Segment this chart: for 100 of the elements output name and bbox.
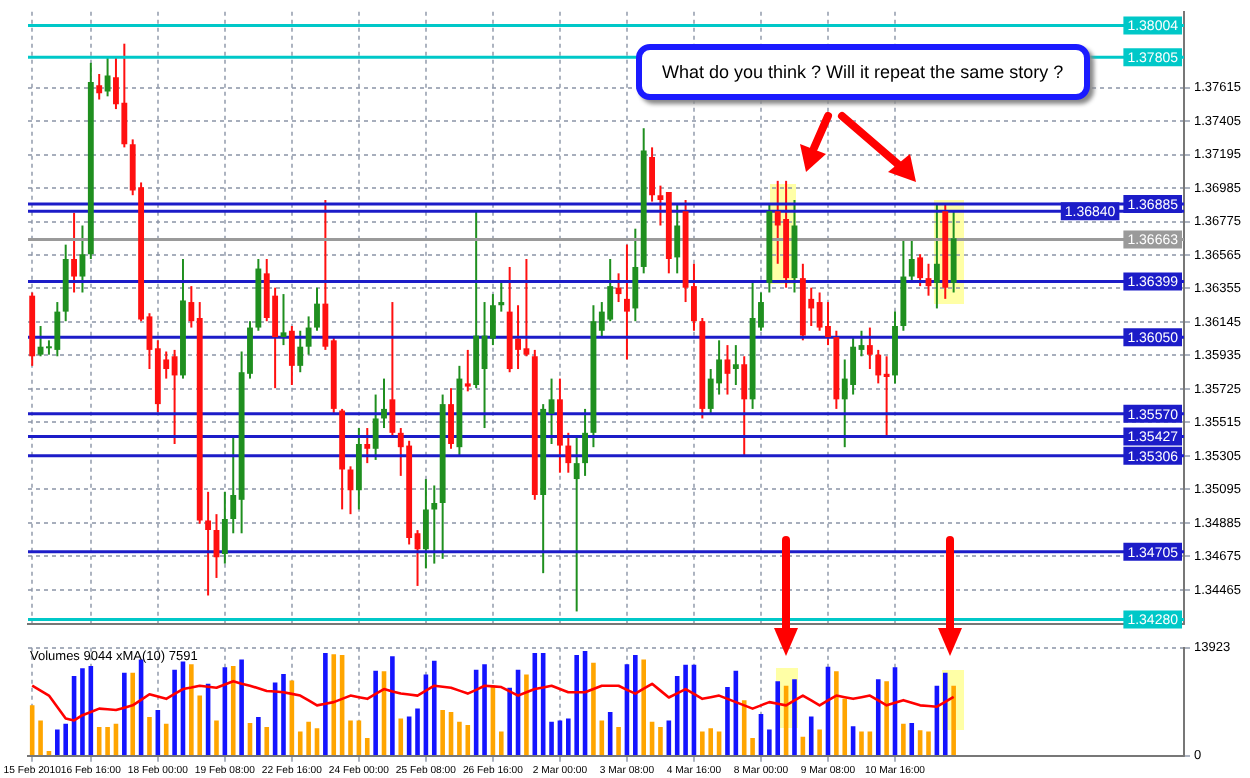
candlestick <box>624 243 630 361</box>
candlestick <box>825 301 831 347</box>
candlestick <box>464 348 471 393</box>
candlestick <box>314 286 320 332</box>
candlestick <box>96 73 103 101</box>
bar <box>926 731 931 756</box>
bar <box>96 727 102 756</box>
candlestick <box>171 348 178 445</box>
candlestick <box>582 407 588 477</box>
bar <box>457 721 462 756</box>
bar <box>498 731 504 756</box>
candlestick <box>632 227 639 323</box>
bar <box>574 654 579 756</box>
bar <box>792 679 797 756</box>
bar <box>281 673 286 756</box>
bar <box>641 659 646 756</box>
bar <box>189 664 194 756</box>
bar <box>264 727 270 756</box>
bar <box>130 672 136 756</box>
candlestick <box>422 478 429 570</box>
candlestick <box>557 377 563 474</box>
bar <box>239 659 244 756</box>
bar <box>415 708 420 756</box>
bar <box>306 721 311 756</box>
bar <box>390 656 395 756</box>
candlestick <box>288 324 295 386</box>
bar <box>398 718 404 756</box>
bar <box>364 738 370 756</box>
bar <box>909 723 915 756</box>
bar <box>507 687 512 756</box>
bar <box>524 674 529 756</box>
bar <box>884 681 889 756</box>
bar <box>951 685 956 756</box>
bar <box>431 660 437 756</box>
candlestick <box>221 490 228 565</box>
candlestick <box>431 484 438 565</box>
bar <box>741 700 747 756</box>
candlestick <box>950 210 957 294</box>
bar <box>658 727 663 756</box>
bar <box>465 724 471 756</box>
candlestick <box>607 257 614 323</box>
bar <box>80 668 85 756</box>
candlestick <box>866 326 873 371</box>
candlestick <box>498 281 505 313</box>
bar <box>323 653 328 756</box>
bar <box>834 671 839 756</box>
bar <box>532 653 538 756</box>
candlestick <box>649 146 655 203</box>
bar <box>230 666 236 756</box>
bar <box>549 721 554 756</box>
bar <box>214 720 219 756</box>
candlestick <box>389 301 396 439</box>
bar <box>875 679 881 756</box>
candlestick <box>71 211 77 294</box>
bar <box>105 727 110 756</box>
candlestick <box>381 377 387 430</box>
bar <box>373 670 378 756</box>
bar <box>775 681 781 756</box>
bar <box>440 710 445 756</box>
candlestick <box>565 431 572 474</box>
bar <box>348 720 353 756</box>
candlestick <box>364 427 371 465</box>
candlestick <box>732 344 739 386</box>
candlestick <box>297 329 304 374</box>
candlestick <box>674 203 681 275</box>
candlestick <box>917 253 924 288</box>
candlestick <box>883 355 890 439</box>
candlestick <box>121 42 128 149</box>
candlestick <box>515 304 521 371</box>
bar <box>683 664 688 756</box>
candlestick <box>104 55 111 98</box>
candlestick <box>355 427 362 511</box>
bar <box>331 654 337 756</box>
candlestick <box>850 336 857 396</box>
candlestick <box>908 237 915 284</box>
bar <box>616 727 621 756</box>
candlestick <box>816 291 823 332</box>
bar <box>55 729 60 756</box>
annotation: What do you think ? Will it repeat the same story ? <box>636 44 1090 100</box>
bar <box>942 672 948 756</box>
candlestick <box>205 490 212 597</box>
bar <box>591 662 596 756</box>
candlestick <box>933 203 940 310</box>
candlestick <box>573 436 580 613</box>
bar <box>122 672 127 756</box>
bar <box>38 720 43 756</box>
bar <box>700 731 705 756</box>
candlestick <box>448 387 454 450</box>
candlestick <box>741 355 748 458</box>
bar <box>163 723 169 756</box>
candlestick <box>54 301 61 358</box>
bar <box>808 716 814 756</box>
bar <box>633 654 638 756</box>
bar <box>901 723 906 756</box>
bar <box>147 716 152 756</box>
bar <box>172 669 177 756</box>
bar <box>725 687 730 756</box>
bar <box>817 729 822 756</box>
candlestick <box>305 315 312 356</box>
bar <box>708 728 714 756</box>
